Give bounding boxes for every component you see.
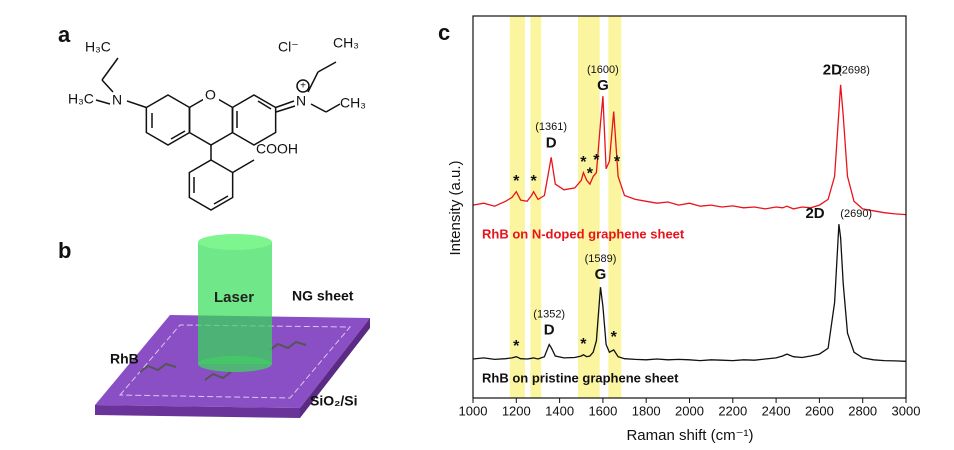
- x-axis-label: Raman shift (cm⁻¹): [626, 427, 753, 444]
- x-tick-label: 2400: [762, 403, 791, 418]
- laser-beam: [198, 234, 272, 372]
- x-tick-label: 1000: [459, 403, 488, 418]
- plot: 1000 1200 1400 1600 1800 2000 2200 2400 2600 2800…: [459, 15, 921, 418]
- peak-annotation: D: [546, 134, 557, 151]
- x-tick-label: 2600: [805, 403, 834, 418]
- substrate-label: SiO₂/Si: [310, 393, 357, 409]
- peak-annotation: *: [580, 336, 587, 353]
- spectrum-line: [472, 84, 907, 216]
- atom-label: N: [296, 93, 306, 109]
- series-label: RhB on pristine graphene sheet: [482, 370, 679, 385]
- peak-annotation: *: [513, 173, 520, 190]
- peak-annotation: (1352): [533, 308, 565, 320]
- spectrum-line: [472, 224, 907, 362]
- atom-label: O: [205, 87, 216, 103]
- peak-annotation: *: [580, 154, 587, 171]
- peak-annotation: (1361): [535, 121, 567, 133]
- panel-label: b: [58, 238, 71, 263]
- atom-label: N: [112, 92, 122, 108]
- series-label: RhB on N-doped graphene sheet: [482, 226, 685, 241]
- highlight-band: [608, 16, 622, 398]
- peak-annotation: (1600): [587, 64, 619, 76]
- highlight-band: [578, 16, 600, 398]
- sheet-label: NG sheet: [292, 288, 354, 304]
- atom-label: H₃C: [85, 39, 111, 55]
- peak-annotation: *: [614, 154, 621, 171]
- svg-text:+: +: [300, 81, 306, 92]
- peak-annotation: *: [531, 173, 538, 190]
- atom-label: H₃C: [68, 91, 94, 107]
- peak-annotation: *: [593, 152, 600, 169]
- peak-annotation: G: [597, 77, 609, 94]
- highlight-band: [509, 16, 525, 398]
- x-tick-label: 2800: [848, 403, 877, 418]
- atom-label: CH₃: [333, 35, 359, 51]
- x-tick-label: 1800: [632, 403, 661, 418]
- rhb-label: RhB: [110, 351, 139, 367]
- x-tick-label: 2000: [675, 403, 704, 418]
- x-tick-label: 1600: [588, 403, 617, 418]
- x-tick-label: 3000: [892, 403, 921, 418]
- peak-annotation: *: [513, 338, 520, 355]
- peak-annotation: 2D: [823, 62, 842, 79]
- peak-annotation: *: [611, 329, 618, 346]
- peak-annotation: G: [595, 266, 607, 283]
- peak-annotation: 2D: [805, 205, 824, 222]
- panel-label: c: [438, 20, 450, 45]
- peak-annotation: (2698): [838, 65, 870, 77]
- atom-label: Cl⁻: [278, 39, 299, 55]
- peak-annotation: (1589): [585, 253, 617, 265]
- peak-annotation: *: [587, 165, 594, 182]
- peak-annotation: D: [544, 321, 555, 338]
- y-axis-label: Intensity (a.u.): [447, 160, 464, 255]
- atom-label: COOH: [256, 141, 298, 157]
- molecule: +: [95, 57, 341, 211]
- x-tick-label: 2200: [718, 403, 747, 418]
- highlight-band: [530, 16, 542, 398]
- x-tick-label: 1400: [545, 403, 574, 418]
- panel-label: a: [58, 22, 71, 47]
- laser-label: Laser: [214, 289, 254, 306]
- atom-label: CH₃: [340, 95, 366, 111]
- x-tick-label: 1200: [502, 403, 531, 418]
- peak-annotation: (2690): [840, 208, 872, 220]
